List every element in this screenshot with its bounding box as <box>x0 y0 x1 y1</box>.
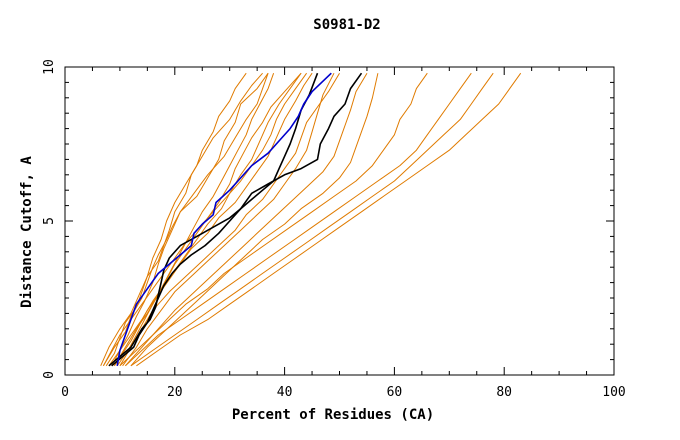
x-tick-label: 60 <box>387 385 403 400</box>
series-line-18 <box>136 72 522 367</box>
x-tick-label: 100 <box>602 385 625 400</box>
series-line-16 <box>125 72 472 367</box>
y-ticks: 0 5 10 <box>42 59 614 379</box>
series-line-13 <box>125 72 368 367</box>
series-line-15 <box>119 72 428 367</box>
y-tick-label: 5 <box>42 217 57 225</box>
series-line-5 <box>100 72 247 367</box>
y-tick-label: 0 <box>42 371 57 379</box>
series-line-1 <box>116 72 332 366</box>
series-layer <box>100 72 522 367</box>
chart-title: S0981-D2 <box>313 17 380 33</box>
series-line-3 <box>111 72 363 367</box>
series-line-10 <box>113 72 313 367</box>
series-line-12 <box>122 72 335 367</box>
series-line-7 <box>108 73 269 367</box>
y-tick-label: 10 <box>42 59 57 75</box>
series-line-17 <box>130 72 494 367</box>
y-axis-title: Distance Cutoff, A <box>19 156 35 308</box>
series-line-19 <box>102 72 308 367</box>
x-ticks: 0 20 40 60 80 100 <box>61 67 626 400</box>
series-line-6 <box>105 72 263 367</box>
x-tick-label: 80 <box>496 385 512 400</box>
x-tick-label: 0 <box>61 385 69 400</box>
series-line-14 <box>130 73 379 367</box>
series-line-4 <box>102 72 269 367</box>
series-line-9 <box>111 72 302 367</box>
x-axis-title: Percent of Residues (CA) <box>232 407 434 423</box>
x-tick-label: 40 <box>277 385 293 400</box>
x-tick-label: 20 <box>167 385 183 400</box>
series-line-20 <box>116 73 275 367</box>
